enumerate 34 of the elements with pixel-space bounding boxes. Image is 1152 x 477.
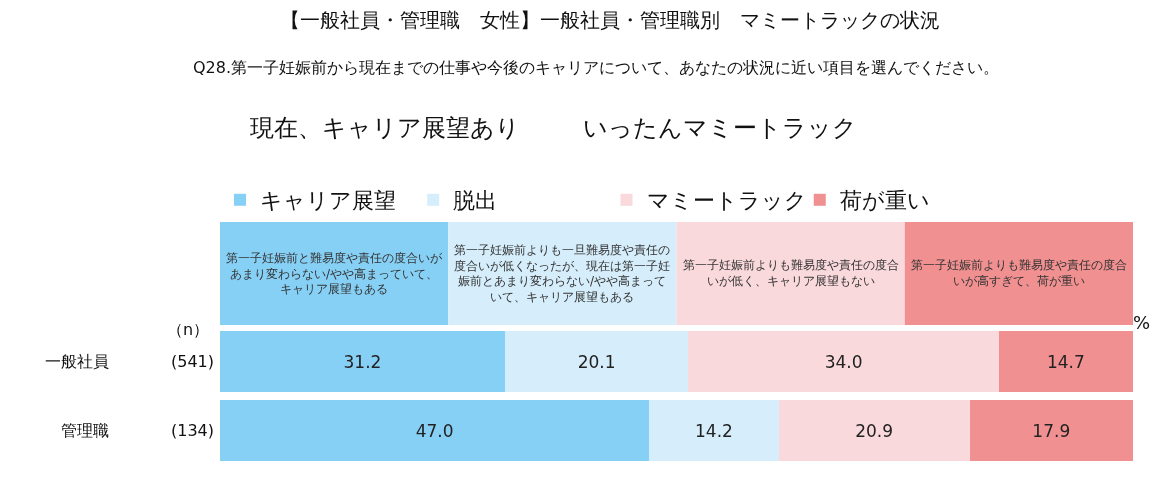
chart-title: 【一般社員・管理職 女性】一般社員・管理職別 マミートラックの状況: [280, 8, 940, 32]
chart-subtitle: Q28.第一子妊娠前から現在までの仕事や今後のキャリアについて、あなたの状況に近い項目を選んでください。: [193, 58, 1000, 77]
text: (134): [171, 421, 215, 440]
data-label: 14.2: [695, 420, 733, 441]
bar: [504, 331, 689, 392]
bar: [220, 331, 505, 392]
data-label: 14.7: [1046, 351, 1085, 372]
bar: [649, 400, 779, 461]
data-label: 31.2: [343, 351, 382, 372]
text: いったんマミートラック: [583, 114, 857, 142]
bar: [688, 331, 999, 392]
y-tick-label: 一般社員: [45, 352, 109, 372]
y-tick-label: 管理職: [61, 421, 109, 441]
text: (541): [171, 352, 215, 371]
text: 第一子妊娠前よりも一旦難易度や責任の度合いが低くなったが、現在は第一子妊娠前とあまり変わらない/やや高まっていて、キャリア展望もある: [454, 243, 670, 304]
data-label: 47.0: [415, 420, 454, 441]
legend-label: キャリア展望: [260, 188, 396, 214]
text: 現在、キャリア展望あり: [250, 114, 520, 142]
text: 第一子妊娠前と難易度や責任の度合いがあまり変わらない/やや高まっていて、キャリア展望もある: [226, 251, 443, 297]
text: （n）: [167, 320, 210, 339]
data-label: 17.9: [1032, 420, 1071, 441]
bar: [969, 400, 1133, 461]
legend-label: 脱出: [453, 188, 498, 214]
data-label: 34.0: [824, 351, 863, 372]
bar: [220, 400, 650, 461]
annotation: %: [1133, 312, 1151, 333]
bar: [998, 331, 1133, 392]
legend-label: 荷が重い: [839, 188, 930, 214]
bar: [778, 400, 970, 461]
text: 第一子妊娠前よりも難易度や責任の度合いが低く、キャリア展望もない: [683, 258, 899, 288]
legend-label: マミートラック: [646, 188, 807, 214]
text: 第一子妊娠前よりも難易度や責任の度合いが高すぎて、荷が重い: [911, 258, 1127, 288]
data-label: 20.9: [855, 420, 894, 441]
data-label: 20.1: [577, 351, 616, 372]
